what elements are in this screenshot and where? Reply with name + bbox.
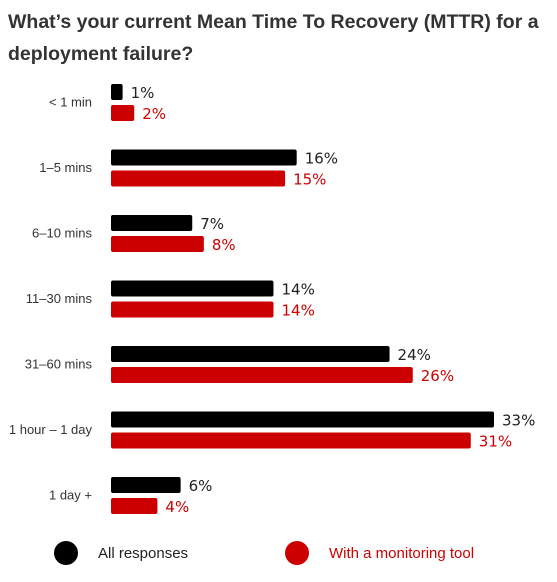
value-label-all-responses-6-10-mins: 7% bbox=[200, 215, 224, 233]
legend-label-all-responses: All responses bbox=[98, 544, 189, 562]
bar-all-responses-1-min bbox=[111, 84, 123, 100]
category-label-1-min: < 1 min bbox=[49, 95, 92, 110]
category-label-11-30-mins: 11–30 mins bbox=[26, 291, 93, 306]
bar-with-a-monitoring-tool-1-5-mins bbox=[111, 170, 286, 187]
bar-all-responses-6-10-mins bbox=[111, 215, 193, 231]
bar-with-a-monitoring-tool-1-day bbox=[111, 498, 158, 514]
category-label-1-hour-1-day: 1 hour – 1 day bbox=[9, 422, 93, 437]
bar-with-a-monitoring-tool-11-30-mins bbox=[111, 301, 274, 318]
value-label-with-a-monitoring-tool-1-hour-1-day: 31% bbox=[479, 433, 512, 451]
bar-all-responses-1-hour-1-day bbox=[111, 411, 494, 428]
legend-item-all-responses: All responses bbox=[54, 541, 188, 565]
value-label-all-responses-1-min: 1% bbox=[131, 84, 155, 102]
category-label-1-day: 1 day + bbox=[49, 488, 92, 503]
bar-with-a-monitoring-tool-31-60-mins bbox=[111, 367, 413, 383]
bar-with-a-monitoring-tool-1-min bbox=[111, 105, 135, 121]
category-label-6-10-mins: 6–10 mins bbox=[32, 226, 92, 241]
value-label-all-responses-1-hour-1-day: 33% bbox=[502, 412, 535, 430]
value-label-with-a-monitoring-tool-11-30-mins: 14% bbox=[281, 302, 314, 320]
value-label-all-responses-1-5-mins: 16% bbox=[305, 150, 338, 168]
value-label-with-a-monitoring-tool-31-60-mins: 26% bbox=[421, 367, 454, 385]
bar-all-responses-11-30-mins bbox=[111, 280, 274, 297]
category-label-31-60-mins: 31–60 mins bbox=[25, 357, 93, 372]
legend-label-with-monitoring-tool: With a monitoring tool bbox=[329, 544, 475, 562]
legend-swatch-all-responses bbox=[54, 541, 78, 565]
bar-all-responses-1-5-mins bbox=[111, 149, 297, 166]
value-label-all-responses-31-60-mins: 24% bbox=[398, 346, 431, 364]
value-label-with-a-monitoring-tool-1-5-mins: 15% bbox=[293, 171, 326, 189]
value-label-with-a-monitoring-tool-6-10-mins: 8% bbox=[212, 236, 236, 254]
category-label-1-5-mins: 1–5 mins bbox=[39, 160, 92, 175]
value-label-with-a-monitoring-tool-1-day: 4% bbox=[165, 498, 189, 516]
chart-title: What’s your current Mean Time To Recover… bbox=[8, 11, 539, 65]
bar-with-a-monitoring-tool-6-10-mins bbox=[111, 236, 204, 252]
legend-swatch-with-monitoring-tool bbox=[285, 541, 309, 565]
value-label-with-a-monitoring-tool-1-min: 2% bbox=[142, 105, 166, 123]
value-label-all-responses-1-day: 6% bbox=[189, 477, 213, 495]
value-label-all-responses-11-30-mins: 14% bbox=[281, 281, 314, 299]
legend-item-with-monitoring-tool: With a monitoring tool bbox=[285, 541, 474, 565]
bar-all-responses-1-day bbox=[111, 477, 181, 493]
bar-all-responses-31-60-mins bbox=[111, 346, 390, 362]
bar-with-a-monitoring-tool-1-hour-1-day bbox=[111, 432, 471, 449]
